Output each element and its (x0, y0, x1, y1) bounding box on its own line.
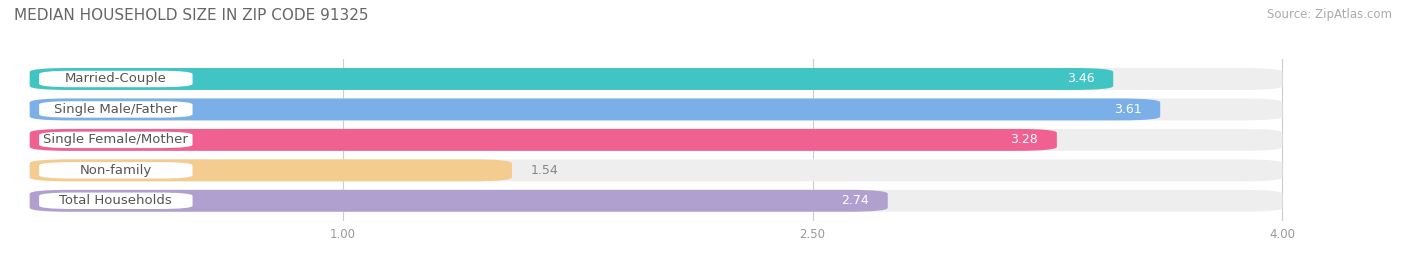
Text: 2.74: 2.74 (841, 194, 869, 207)
Text: Total Households: Total Households (59, 194, 172, 207)
FancyBboxPatch shape (30, 68, 1282, 90)
FancyBboxPatch shape (30, 68, 1114, 90)
FancyBboxPatch shape (30, 190, 1282, 212)
FancyBboxPatch shape (39, 101, 193, 118)
FancyBboxPatch shape (30, 98, 1282, 121)
Text: Married-Couple: Married-Couple (65, 72, 167, 86)
FancyBboxPatch shape (30, 159, 1282, 181)
FancyBboxPatch shape (39, 193, 193, 209)
FancyBboxPatch shape (30, 129, 1282, 151)
FancyBboxPatch shape (30, 159, 512, 181)
Text: Single Female/Mother: Single Female/Mother (44, 133, 188, 146)
Text: 1.54: 1.54 (531, 164, 558, 177)
Text: 3.28: 3.28 (1011, 133, 1038, 146)
Text: MEDIAN HOUSEHOLD SIZE IN ZIP CODE 91325: MEDIAN HOUSEHOLD SIZE IN ZIP CODE 91325 (14, 8, 368, 23)
FancyBboxPatch shape (30, 190, 887, 212)
Text: 3.46: 3.46 (1067, 72, 1094, 86)
FancyBboxPatch shape (30, 98, 1160, 121)
Text: 3.61: 3.61 (1114, 103, 1142, 116)
FancyBboxPatch shape (39, 132, 193, 148)
Text: Source: ZipAtlas.com: Source: ZipAtlas.com (1267, 8, 1392, 21)
FancyBboxPatch shape (39, 71, 193, 87)
Text: Non-family: Non-family (80, 164, 152, 177)
FancyBboxPatch shape (30, 129, 1057, 151)
Text: Single Male/Father: Single Male/Father (55, 103, 177, 116)
FancyBboxPatch shape (39, 162, 193, 179)
